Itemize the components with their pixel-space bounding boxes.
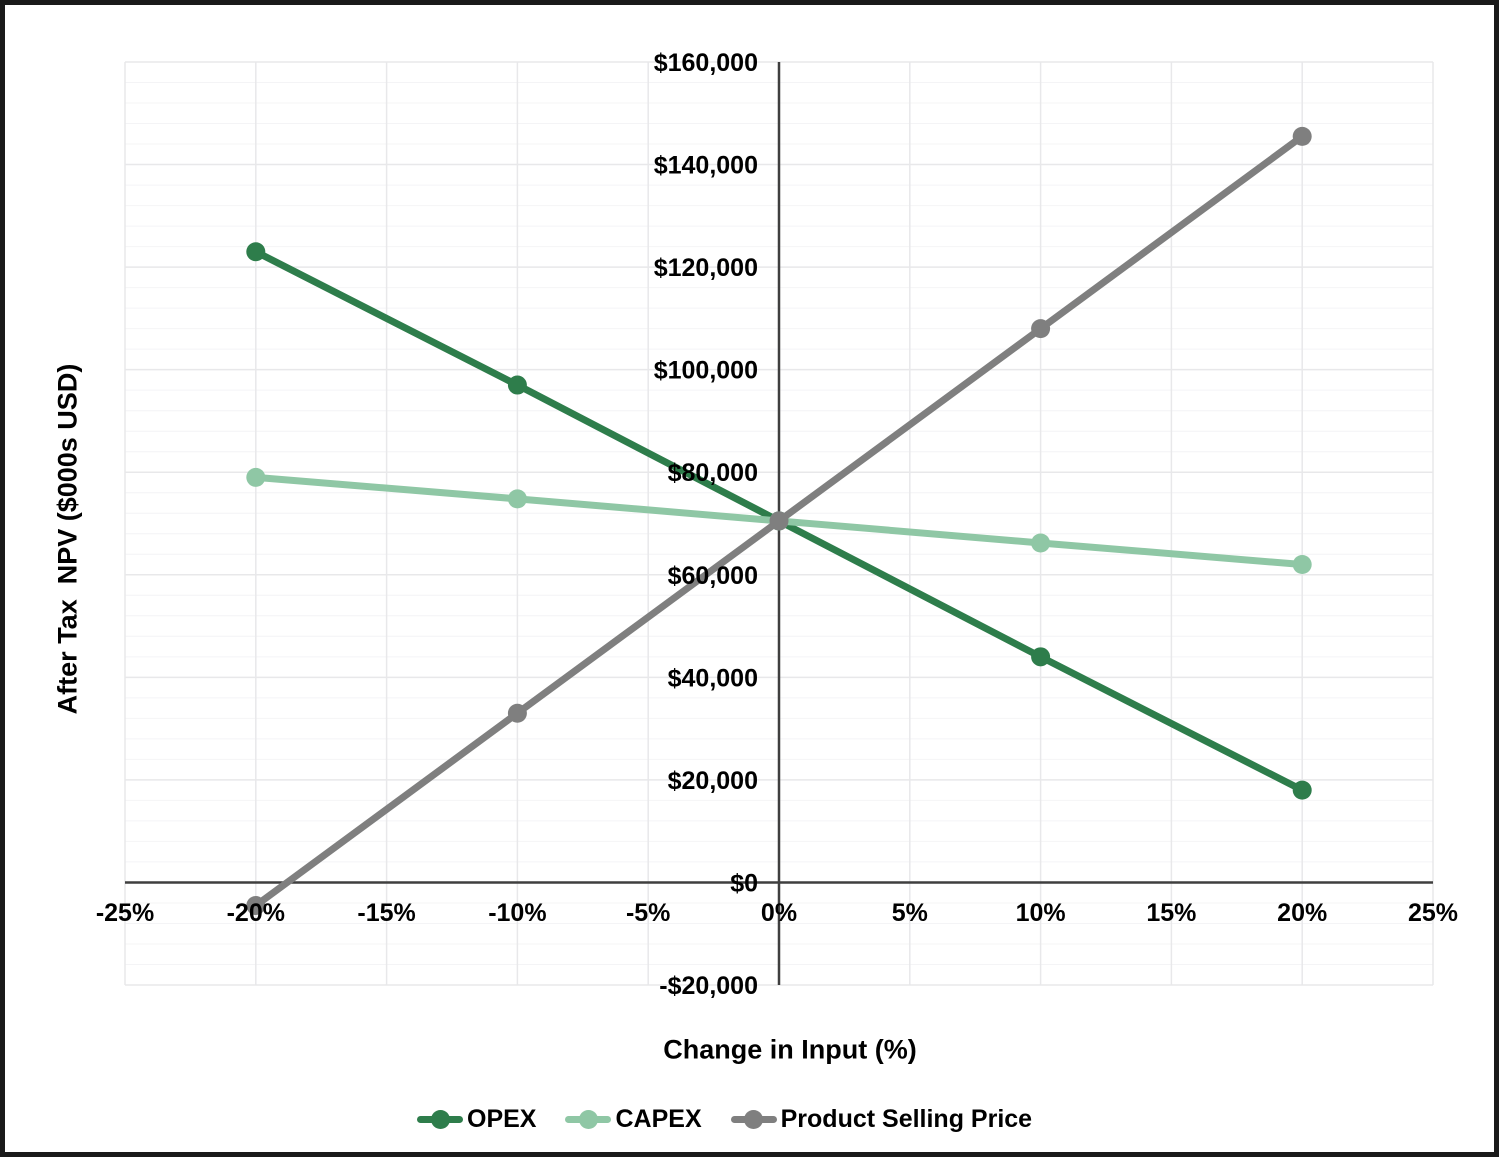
series-point-opex (507, 375, 527, 395)
series-point-capex (1292, 555, 1312, 575)
x-tick-label: 15% (1146, 899, 1196, 927)
y-tick-label: $160,000 (654, 49, 758, 77)
x-tick-label: -10% (488, 899, 546, 927)
series-point-product-selling-price (1031, 319, 1051, 339)
x-tick-label: 5% (892, 899, 928, 927)
opex-line-marker-icon (417, 1109, 463, 1129)
legend-label-opex: OPEX (467, 1104, 537, 1133)
legend-item-capex: CAPEX (565, 1104, 702, 1134)
x-tick-label: 0% (761, 899, 797, 927)
x-tick-label: 20% (1277, 899, 1327, 927)
legend-label-product-selling-price: Product Selling Price (780, 1104, 1033, 1133)
series-point-product-selling-price (1292, 126, 1312, 146)
y-tick-label: $40,000 (668, 664, 758, 692)
x-tick-label: -20% (227, 899, 285, 927)
y-axis-title: After Tax NPV ($000s USD) (52, 363, 83, 715)
y-tick-label: $80,000 (668, 459, 758, 487)
product-selling-price-line-marker-icon (730, 1109, 777, 1129)
y-tick-label: $100,000 (654, 357, 758, 385)
y-tick-label: $140,000 (654, 152, 758, 180)
series-point-opex (1031, 647, 1051, 667)
y-tick-label: $60,000 (668, 562, 758, 590)
series-point-product-selling-price (246, 896, 266, 916)
y-tick-label: $20,000 (668, 767, 758, 795)
y-tick-label: -$20,000 (659, 972, 758, 1000)
legend-item-opex: OPEX (417, 1105, 536, 1134)
x-axis-title: Change in Input (%) (663, 1034, 917, 1065)
x-tick-label: -25% (96, 899, 154, 927)
series-point-capex (1031, 533, 1051, 553)
y-tick-label: $120,000 (654, 254, 758, 282)
capex-line-marker-icon (565, 1109, 612, 1129)
y-tick-label: $0 (730, 869, 758, 897)
x-tick-label: -15% (357, 899, 415, 927)
legend-item-product-selling-price: Product Selling Price (730, 1104, 1033, 1134)
plot-area: $160,000 $140,000 $120,000 $100,000 $80,000 $… (96, 49, 1458, 1000)
legend: OPEX CAPEX Product Selling Price (417, 1097, 1032, 1141)
series-point-opex (246, 242, 266, 262)
series-point-capex (507, 489, 527, 509)
x-tick-label: 10% (1016, 899, 1066, 927)
series-point-product-selling-price (769, 511, 789, 531)
x-tick-label: -5% (626, 899, 670, 927)
legend-label-capex: CAPEX (615, 1104, 702, 1133)
series-point-product-selling-price (507, 703, 527, 723)
series-point-capex (246, 467, 266, 487)
series-point-opex (1292, 780, 1312, 800)
x-tick-label: 25% (1408, 899, 1458, 927)
